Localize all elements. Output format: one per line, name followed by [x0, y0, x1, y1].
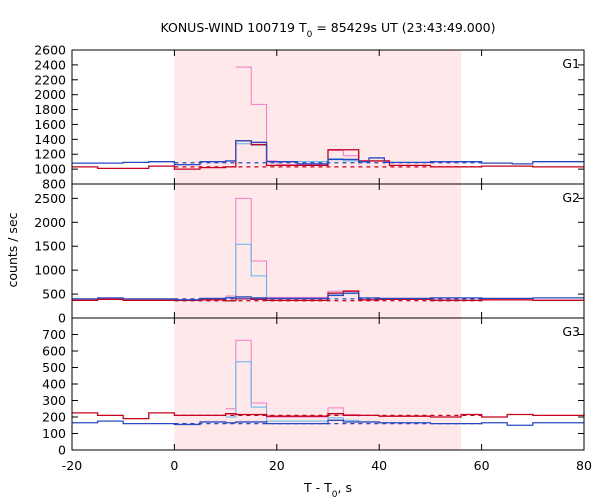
y-tick-label: 1000 [34, 162, 66, 177]
chart-title: KONUS-WIND 100719 T0 = 85429s UT (23:43:… [160, 20, 495, 40]
y-tick-label: 0 [58, 443, 66, 458]
x-axis-label: T - T0, s [303, 480, 352, 500]
y-tick-label: 100 [42, 426, 66, 441]
y-tick-label: 1500 [34, 239, 66, 254]
panel-g2: 0 500 1000 1500 2000 2500 G2 [34, 183, 585, 326]
x-tick-label: 20 [269, 458, 285, 473]
y-axis-label: counts / sec [5, 212, 20, 287]
y-tick-label: 1200 [34, 147, 66, 162]
y-tick-label: 1000 [34, 263, 66, 278]
x-tick-label: 60 [474, 458, 490, 473]
x-tick-label: 0 [170, 458, 178, 473]
y-tick-label: 0 [58, 311, 66, 326]
x-tick-label: 40 [371, 458, 387, 473]
y-tick-label: 2200 [34, 72, 66, 87]
y-tick-label: 2400 [34, 57, 66, 72]
y-tick-label: 2500 [34, 191, 66, 206]
y-tick-label: 500 [42, 287, 66, 302]
y-tick-label: 1800 [34, 102, 66, 117]
y-tick-label: 2600 [34, 43, 66, 58]
y-tick-label: 500 [42, 360, 66, 375]
y-tick-label: 800 [42, 177, 66, 192]
y-tick-label: 2000 [34, 215, 66, 230]
y-tick-label: 600 [42, 344, 66, 359]
y-tick-label: 300 [42, 393, 66, 408]
panel-label: G2 [562, 190, 580, 205]
panel-label: G3 [562, 324, 580, 339]
x-tick-label: -20 [62, 458, 82, 473]
y-tick-label: 700 [42, 327, 66, 342]
y-tick-label: 200 [42, 410, 66, 425]
y-tick-label: 1600 [34, 117, 66, 132]
y-tick-label: 1400 [34, 132, 66, 147]
y-tick-label: 400 [42, 377, 66, 392]
panel-label: G1 [562, 56, 580, 71]
interval-shading [174, 50, 462, 450]
x-tick-label: 80 [576, 458, 592, 473]
y-tick-label: 2000 [34, 87, 66, 102]
series-pink-g1 [235, 66, 360, 166]
